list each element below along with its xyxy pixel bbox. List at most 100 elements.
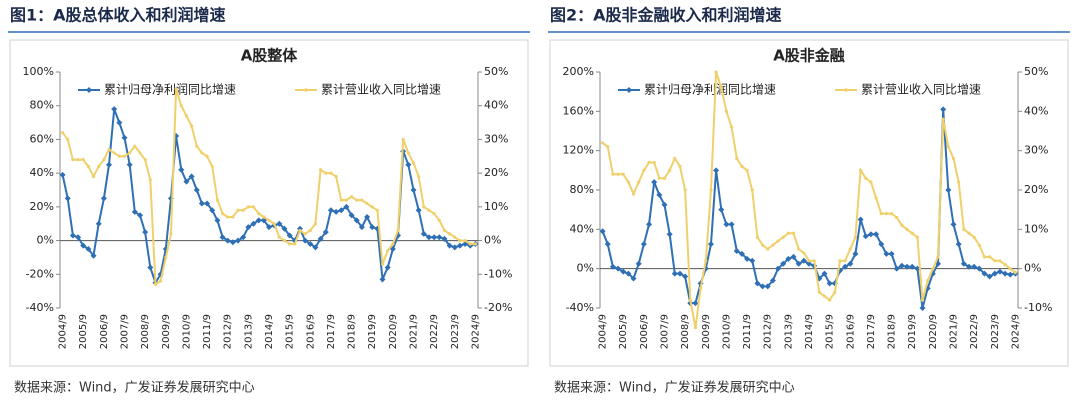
y2-tick-label: 30% xyxy=(484,132,508,145)
point xyxy=(729,125,734,129)
point xyxy=(417,174,421,179)
point xyxy=(919,305,926,311)
point xyxy=(688,298,692,302)
y2-tick-label: 20% xyxy=(484,166,508,179)
x-tick-label: 2013/9 xyxy=(243,314,254,349)
point xyxy=(245,224,252,231)
point xyxy=(324,171,328,175)
point xyxy=(859,168,863,172)
point xyxy=(888,250,895,257)
point xyxy=(853,235,858,239)
chart-title: A股整体 xyxy=(241,47,299,65)
legend-label: 累计归母净利润同比增速 xyxy=(644,83,776,97)
point xyxy=(682,273,689,280)
legend-marker xyxy=(626,87,632,93)
point xyxy=(998,259,1002,263)
point xyxy=(415,207,422,214)
point xyxy=(744,255,751,262)
point xyxy=(432,212,436,216)
x-tick-label: 2005/9 xyxy=(78,314,89,349)
point xyxy=(348,212,355,219)
point xyxy=(391,242,395,246)
point xyxy=(112,151,116,155)
x-tick-label: 2006/9 xyxy=(99,314,110,349)
x-tick-label: 2019/9 xyxy=(367,314,378,349)
point xyxy=(1008,267,1012,271)
point xyxy=(431,234,438,241)
point xyxy=(86,164,90,168)
point xyxy=(338,207,345,214)
y-tick-label: 40% xyxy=(30,166,54,179)
point xyxy=(406,151,410,155)
point xyxy=(833,290,837,294)
point xyxy=(955,241,962,248)
x-tick-label: 2009/9 xyxy=(701,314,712,349)
point xyxy=(707,241,714,248)
point xyxy=(941,117,945,121)
point xyxy=(128,151,132,155)
point xyxy=(900,223,904,227)
point xyxy=(848,247,852,251)
point xyxy=(926,278,930,283)
point xyxy=(355,198,359,202)
point xyxy=(781,235,785,239)
point xyxy=(189,124,194,128)
point xyxy=(1002,270,1009,277)
x-tick-label: 2007/9 xyxy=(660,314,671,349)
point xyxy=(60,131,65,135)
point xyxy=(100,195,107,202)
point xyxy=(904,263,911,270)
point xyxy=(718,206,725,213)
x-tick-label: 2019/9 xyxy=(907,314,918,349)
point xyxy=(131,208,138,215)
point xyxy=(671,270,678,277)
point xyxy=(723,221,730,228)
point xyxy=(64,195,71,202)
point xyxy=(976,265,983,272)
point xyxy=(621,172,625,176)
point xyxy=(360,198,364,202)
x-tick-label: 2009/9 xyxy=(161,314,172,349)
point xyxy=(266,224,272,231)
point xyxy=(209,207,216,214)
point xyxy=(59,171,66,178)
point xyxy=(422,205,426,209)
point xyxy=(982,255,987,259)
point xyxy=(754,280,761,287)
y-tick-label: 100% xyxy=(23,65,54,78)
x-tick-label: 2014/9 xyxy=(804,314,815,349)
point xyxy=(147,264,154,271)
point xyxy=(692,300,699,307)
point xyxy=(842,263,849,270)
source: 数据来源：Wind，广发证券发展研究中心 xyxy=(14,380,255,396)
point xyxy=(991,270,998,277)
point xyxy=(473,242,478,246)
x-tick-label: 2017/9 xyxy=(866,314,877,349)
point xyxy=(867,231,874,238)
point xyxy=(85,246,92,252)
point xyxy=(214,217,221,224)
point xyxy=(838,259,842,263)
x-tick-label: 2016/9 xyxy=(305,314,316,349)
point xyxy=(380,262,385,266)
point xyxy=(95,220,102,227)
point xyxy=(333,208,340,215)
point xyxy=(993,259,997,263)
point xyxy=(277,235,281,239)
x-tick-label: 2020/9 xyxy=(928,314,939,349)
point xyxy=(401,137,405,142)
point xyxy=(620,268,627,275)
point xyxy=(977,243,981,247)
x-tick-label: 2011/9 xyxy=(202,314,213,349)
point xyxy=(143,158,147,162)
point xyxy=(75,234,82,241)
series-line xyxy=(601,71,1017,328)
point xyxy=(97,164,101,168)
point xyxy=(800,257,807,264)
point xyxy=(241,208,245,212)
point xyxy=(282,238,287,243)
point xyxy=(646,221,653,228)
point xyxy=(308,228,312,233)
point xyxy=(91,174,96,179)
point xyxy=(910,231,914,235)
